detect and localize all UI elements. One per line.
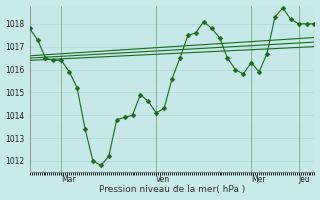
X-axis label: Pression niveau de la mer( hPa ): Pression niveau de la mer( hPa ) (99, 185, 245, 194)
